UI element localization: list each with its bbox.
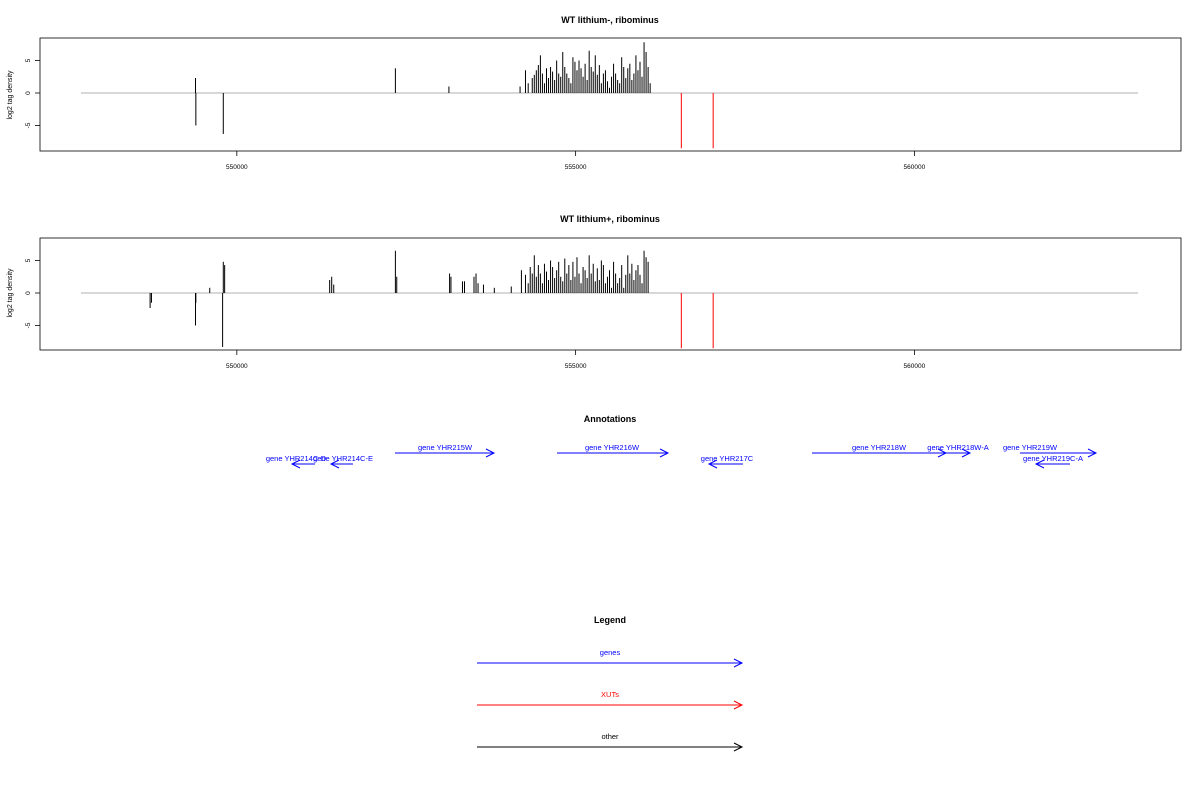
annotations-title: Annotations	[584, 414, 637, 424]
panel-title: WT lithium+, ribominus	[560, 214, 660, 224]
gene-arrow	[1034, 459, 1070, 469]
y-tick-label: -5	[25, 322, 32, 328]
panel-lithium-plus: WT lithium+, ribominus log2 tag density …	[7, 214, 1182, 370]
x-tick-label: 555000	[565, 164, 587, 171]
y-axis-label: log2 tag density	[7, 268, 14, 318]
gene-label: gene YHR216W	[585, 443, 640, 452]
x-tick-label: 550000	[226, 164, 248, 171]
gene-label: gene YHR218W-A	[927, 443, 988, 452]
x-tick-label: 560000	[904, 363, 926, 370]
gene-label: gene YHR214C-D	[266, 454, 327, 463]
x-tick-label: 560000	[904, 164, 926, 171]
gene-label: gene YHR219C-A	[1023, 454, 1083, 463]
gene-label: gene YHR219W	[1003, 443, 1058, 452]
plot-frame	[39, 37, 1182, 152]
gene-arrow	[707, 459, 743, 469]
legend-arrow	[477, 700, 744, 710]
x-tick-label: 555000	[565, 363, 587, 370]
legend-arrow	[477, 742, 744, 752]
x-tick-label: 550000	[226, 363, 248, 370]
data-marks	[81, 250, 1138, 349]
axes: 550000 555000 560000 5 0 -5	[25, 58, 926, 171]
gene-arrow	[290, 459, 315, 469]
plot-frame	[39, 237, 1182, 351]
y-tick-label: 0	[25, 291, 32, 295]
legend-label: genes	[600, 648, 621, 657]
gene-label: gene YHR217C	[701, 454, 754, 463]
gene-arrow	[395, 448, 496, 458]
legend-label: other	[601, 732, 619, 741]
y-axis-label: log2 tag density	[7, 70, 14, 120]
panel-lithium-minus: WT lithium-, ribominus log2 tag density …	[7, 15, 1182, 171]
legend-label: XUTs	[601, 690, 619, 699]
gene-label: gene YHR218W	[852, 443, 907, 452]
gene-arrow	[329, 459, 353, 469]
axes: 550000 555000 560000 5 0 -5	[25, 258, 926, 370]
gene-arrow	[936, 448, 972, 458]
y-tick-label: 5	[25, 58, 32, 62]
gene-label: gene YHR215W	[418, 443, 473, 452]
panel-title: WT lithium-, ribominus	[561, 15, 659, 25]
legend-title: Legend	[594, 615, 626, 625]
gene-arrow	[1020, 448, 1098, 458]
y-tick-label: -5	[25, 122, 32, 128]
gene-arrow	[557, 448, 670, 458]
legend-arrow	[477, 658, 744, 668]
legend: Legend genes XUTs other	[477, 615, 744, 752]
y-tick-label: 0	[25, 91, 32, 95]
y-tick-label: 5	[25, 258, 32, 262]
gene-label: gene YHR214C-E	[313, 454, 373, 463]
legend-items: genes XUTs other	[477, 648, 744, 752]
data-marks	[81, 42, 1138, 149]
